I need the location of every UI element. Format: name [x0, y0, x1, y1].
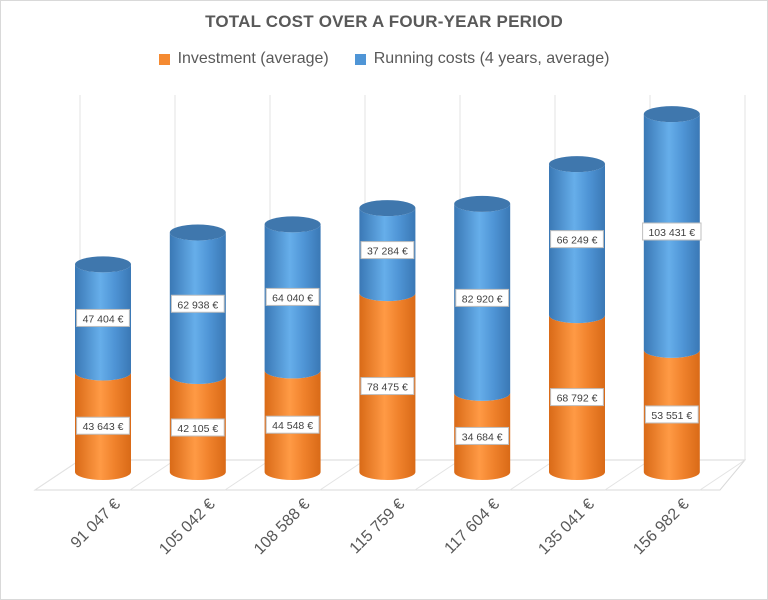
x-tick-label: 117 604 €: [442, 496, 504, 558]
floor-gridline: [319, 459, 366, 491]
x-tick-label: 156 982 €: [630, 496, 692, 558]
data-label-box: [76, 416, 130, 435]
data-label-box: [76, 308, 130, 327]
floor-gridline: [604, 459, 651, 491]
floor-gridline: [129, 459, 176, 491]
data-label-box: [550, 388, 604, 407]
data-label-box: [170, 294, 225, 313]
data-label-box: [360, 377, 415, 396]
data-label-box: [455, 426, 510, 445]
bar-top-cap: [264, 216, 321, 233]
bar-group-6: 53 551 € 103 431 €: [642, 106, 702, 480]
legend-label-running-costs: Running costs (4 years, average): [373, 50, 610, 67]
data-label: 68 792 €: [557, 393, 598, 405]
data-label: 82 920 €: [462, 293, 503, 305]
bar-group-1: 42 105 € 62 938 €: [169, 224, 226, 480]
bar-top-cap: [643, 106, 700, 123]
floor-gridline: [224, 459, 271, 491]
data-label-box: [170, 418, 225, 437]
floor-gridline: [699, 459, 746, 491]
bar-top-cap: [169, 224, 226, 241]
bar-top-cap: [549, 156, 605, 173]
data-label: 44 548 €: [272, 420, 313, 432]
floor-gridline: [509, 459, 556, 491]
x-tick-label: 135 041 €: [535, 496, 597, 558]
data-label: 78 475 €: [367, 382, 408, 394]
legend: Investment (average) Running costs (4 ye…: [0, 50, 768, 68]
data-label: 47 404 €: [83, 313, 124, 325]
x-tick-label: 108 588 €: [251, 496, 313, 558]
data-label: 64 040 €: [272, 292, 313, 304]
bar-top-cap: [454, 195, 511, 212]
data-label-box: [644, 405, 699, 424]
bar-group-2: 44 548 € 64 040 €: [264, 216, 321, 480]
bar-group-4: 34 684 € 82 920 €: [454, 195, 511, 480]
floor-gridline: [34, 459, 81, 491]
data-label: 103 431 €: [648, 227, 695, 239]
legend-label-investment: Investment (average): [177, 50, 329, 67]
data-label-box: [642, 222, 702, 241]
x-tick-label: 105 042 €: [156, 496, 218, 558]
data-label: 62 938 €: [177, 299, 218, 311]
data-label-box: [360, 241, 415, 260]
floor-gridline: [414, 459, 461, 491]
data-label: 53 551 €: [651, 410, 692, 422]
data-label-box: [455, 288, 510, 307]
bar-group-3: 78 475 € 37 284 €: [359, 200, 416, 480]
x-tick-label: 91 047 €: [68, 496, 124, 552]
data-label: 43 643 €: [83, 421, 124, 433]
chart-title: TOTAL COST OVER A FOUR-YEAR PERIOD: [205, 12, 563, 31]
legend-item-investment[interactable]: Investment (average): [158, 50, 329, 68]
x-tick-label: 115 759 €: [347, 496, 409, 558]
legend-item-running-costs[interactable]: Running costs (4 years, average): [354, 50, 610, 68]
data-label-box: [550, 230, 604, 249]
data-label-box: [265, 415, 320, 434]
data-label-box: [265, 287, 320, 306]
data-label: 37 284 €: [367, 246, 408, 258]
legend-swatch-investment: [158, 53, 170, 65]
bar-top-cap: [75, 256, 131, 273]
data-label: 66 249 €: [557, 235, 598, 247]
bar-top-cap: [359, 200, 416, 217]
bar-group-5: 68 792 € 66 249 €: [549, 156, 605, 480]
bar-group-0: 43 643 € 47 404 €: [75, 256, 131, 480]
data-label: 42 105 €: [177, 423, 218, 435]
legend-swatch-running-costs: [354, 53, 366, 65]
data-label: 34 684 €: [462, 431, 503, 443]
